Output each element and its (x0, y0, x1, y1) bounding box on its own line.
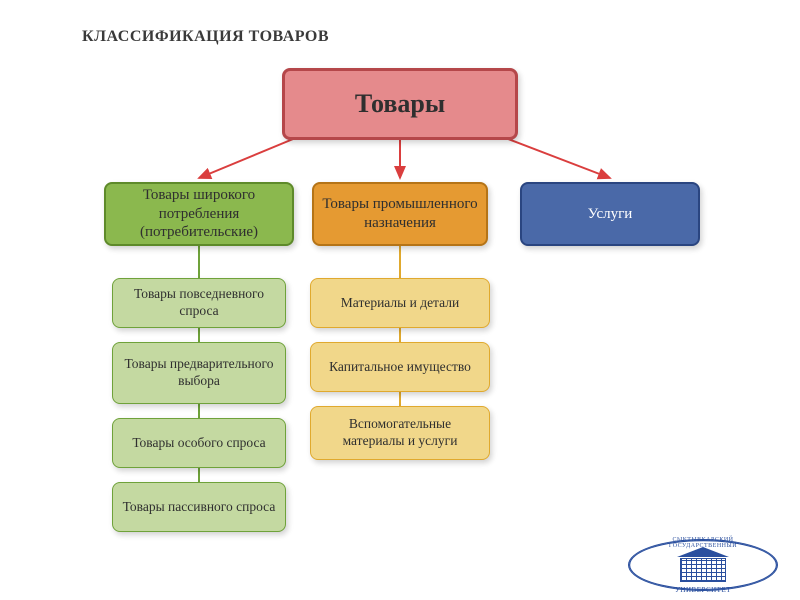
node-preselection-label: Товары предварительного выбора (113, 350, 285, 396)
node-special-demand-label: Товары особого спроса (124, 429, 273, 458)
university-logo: СЫКТЫВКАРСКИЙ ГОСУДАРСТВЕННЫЙ УНИВЕРСИТЕ… (628, 536, 778, 594)
slide-stage: КЛАССИФИКАЦИЯ ТОВАРОВ Товары Товары широ… (0, 0, 800, 600)
node-materials-label: Материалы и детали (333, 289, 467, 318)
node-materials: Материалы и детали (310, 278, 490, 328)
logo-bottom-text: УНИВЕРСИТЕТ (643, 586, 763, 594)
node-passive-demand: Товары пассивного спроса (112, 482, 286, 532)
node-capital: Капитальное имущество (310, 342, 490, 392)
node-auxiliary-label: Вспомогательные материалы и услуги (311, 410, 489, 456)
slide-title: КЛАССИФИКАЦИЯ ТОВАРОВ (82, 28, 329, 46)
node-preselection: Товары предварительного выбора (112, 342, 286, 404)
node-consumer-label: Товары широкого потребления (потребитель… (106, 180, 292, 248)
node-root-label: Товары (347, 82, 453, 127)
node-consumer: Товары широкого потребления (потребитель… (104, 182, 294, 246)
node-industrial: Товары промышленного назначения (312, 182, 488, 246)
node-auxiliary: Вспомогательные материалы и услуги (310, 406, 490, 460)
node-daily-demand-label: Товары повседневного спроса (113, 280, 285, 326)
node-daily-demand: Товары повседневного спроса (112, 278, 286, 328)
node-services: Услуги (520, 182, 700, 246)
node-root: Товары (282, 68, 518, 140)
node-passive-demand-label: Товары пассивного спроса (115, 493, 284, 522)
node-capital-label: Капитальное имущество (321, 353, 479, 382)
node-services-label: Услуги (580, 199, 641, 230)
node-industrial-label: Товары промышленного назначения (314, 189, 486, 239)
node-special-demand: Товары особого спроса (112, 418, 286, 468)
